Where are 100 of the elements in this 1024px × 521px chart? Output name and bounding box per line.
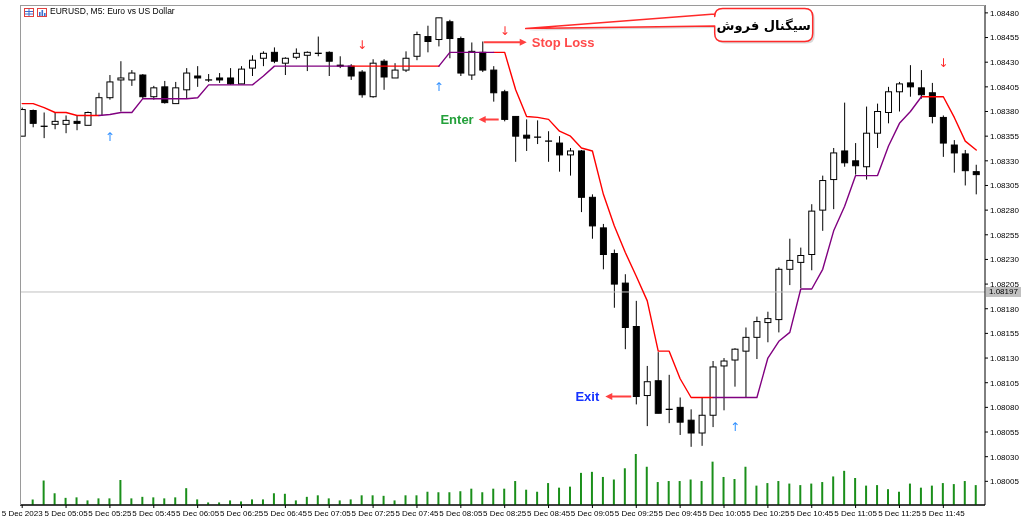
bar [163,498,166,505]
bar [974,485,977,505]
bar [689,479,692,505]
bar [558,487,561,505]
x-tick-label: 5 Dec 11:25 [878,508,922,518]
bar [283,493,286,505]
x-tick-label: 5 Dec 07:25 [351,508,396,518]
bar [623,468,626,505]
candlestick [512,115,520,163]
annotation: ↓ [938,56,949,71]
y-tick-label: 1.08130 [990,353,1020,363]
bar [327,498,330,505]
x-tick-label: 5 Dec 09:25 [614,508,659,518]
bar [272,493,275,505]
bar [492,488,495,505]
bar [963,481,966,505]
bar [514,481,517,505]
bar [821,482,824,505]
bar [261,499,264,505]
bar [481,492,484,505]
x-tick-label: 5 Dec 2023 [1,508,44,518]
bar [448,492,451,505]
bar [152,497,155,505]
bar [656,482,659,505]
candlestick [753,316,761,360]
y-tick-label: 1.08055 [990,427,1020,437]
candlestick [643,365,651,427]
x-tick-label: 5 Dec 10:25 [746,508,790,518]
annotation: ↑ [433,79,444,94]
bar [470,488,473,505]
candlestick [797,247,805,289]
annotation: ↑ [729,420,741,435]
y-tick-label: 1.08355 [990,132,1020,141]
bar [930,485,933,505]
candlestick [380,58,388,91]
candlestick [325,50,333,77]
x-tick-label: 5 Dec 08:25 [483,508,527,518]
x-tick-label: 5 Dec 06:25 [219,508,264,518]
bar [250,499,253,505]
x-tick-label: 5 Dec 09:05 [570,508,615,518]
candlestick [961,149,969,186]
bar [119,480,122,505]
candlestick [567,147,575,177]
candlestick [446,19,454,59]
y-tick-label: 1.08155 [990,329,1020,339]
bar [865,485,868,505]
bar [547,483,550,505]
candlestick [303,50,311,72]
candlestick [248,54,256,77]
x-tick-label: 5 Dec 05:05 [44,508,89,518]
x-tick-label: 5 Dec 11:05 [834,508,878,518]
bar [196,499,199,505]
bar [503,488,506,505]
bar [941,483,944,505]
bar [371,495,374,505]
bar [810,483,813,505]
bar [744,466,747,505]
bar [777,481,780,505]
bar [645,466,648,505]
bar [919,487,922,505]
bar [722,476,725,505]
candlestick [161,80,169,105]
bar [832,476,835,505]
bar [755,485,758,505]
candlestick [194,65,202,88]
bar [887,489,890,505]
annotation: ↑ [104,130,115,145]
candlestick [73,114,81,131]
candlestick [533,119,542,145]
annotation: Stop Loss [531,34,595,50]
y-tick-label: 1.08480 [990,8,1020,18]
candlestick [183,67,191,100]
candlestick [106,74,114,101]
candlestick [490,65,498,103]
candlestick [906,64,914,98]
candlestick [972,164,980,195]
bar [97,498,100,505]
x-tick-label: 5 Dec 08:05 [439,508,483,518]
x-tick-label: 5 Dec 08:45 [526,508,571,518]
candlestick [51,112,59,130]
bar [678,481,681,505]
x-tick-label: 5 Dec 07:45 [395,508,440,518]
bar [185,488,188,505]
y-tick-label: 1.08180 [990,304,1020,314]
x-tick-label: 5 Dec 10:05 [702,508,747,518]
x-tick-label: 5 Dec 09:45 [658,508,703,518]
bar [360,495,363,505]
bar [711,461,714,505]
candlestick [852,142,860,176]
bar [525,489,528,505]
x-tick-label: 5 Dec 05:45 [132,508,176,518]
y-tick-label: 1.08105 [990,378,1020,388]
candlestick [687,408,695,448]
bar [130,498,133,505]
candlestick [731,347,739,388]
y-tick-label: 1.08330 [990,156,1020,166]
bar [799,485,802,505]
y-tick-label: 1.08305 [990,181,1020,191]
candlestick [950,139,958,174]
bar [908,483,911,505]
